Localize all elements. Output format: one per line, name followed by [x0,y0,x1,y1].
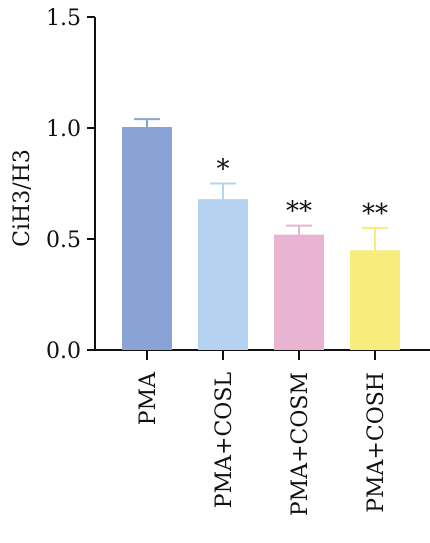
x-category-label: PMA [136,371,161,425]
y-tick-label: 1.5 [46,6,81,31]
bar-2 [198,200,248,350]
y-tick-label: 0.0 [46,339,81,364]
y-tick-label: 0.5 [46,228,81,253]
significance-label-2: * [217,155,230,185]
x-category-label: PMA+COSM [288,372,313,516]
bar-3 [274,235,324,350]
bar-4 [350,251,400,350]
x-category-label: PMA+COSL [212,372,237,509]
y-tick-label: 1.0 [46,117,81,142]
bar-1 [122,128,172,350]
significance-label-4: ** [362,199,388,229]
y-axis-label: CiH3/H3 [10,149,35,247]
x-category-label: PMA+COSH [364,372,389,513]
significance-label-3: ** [286,197,312,227]
